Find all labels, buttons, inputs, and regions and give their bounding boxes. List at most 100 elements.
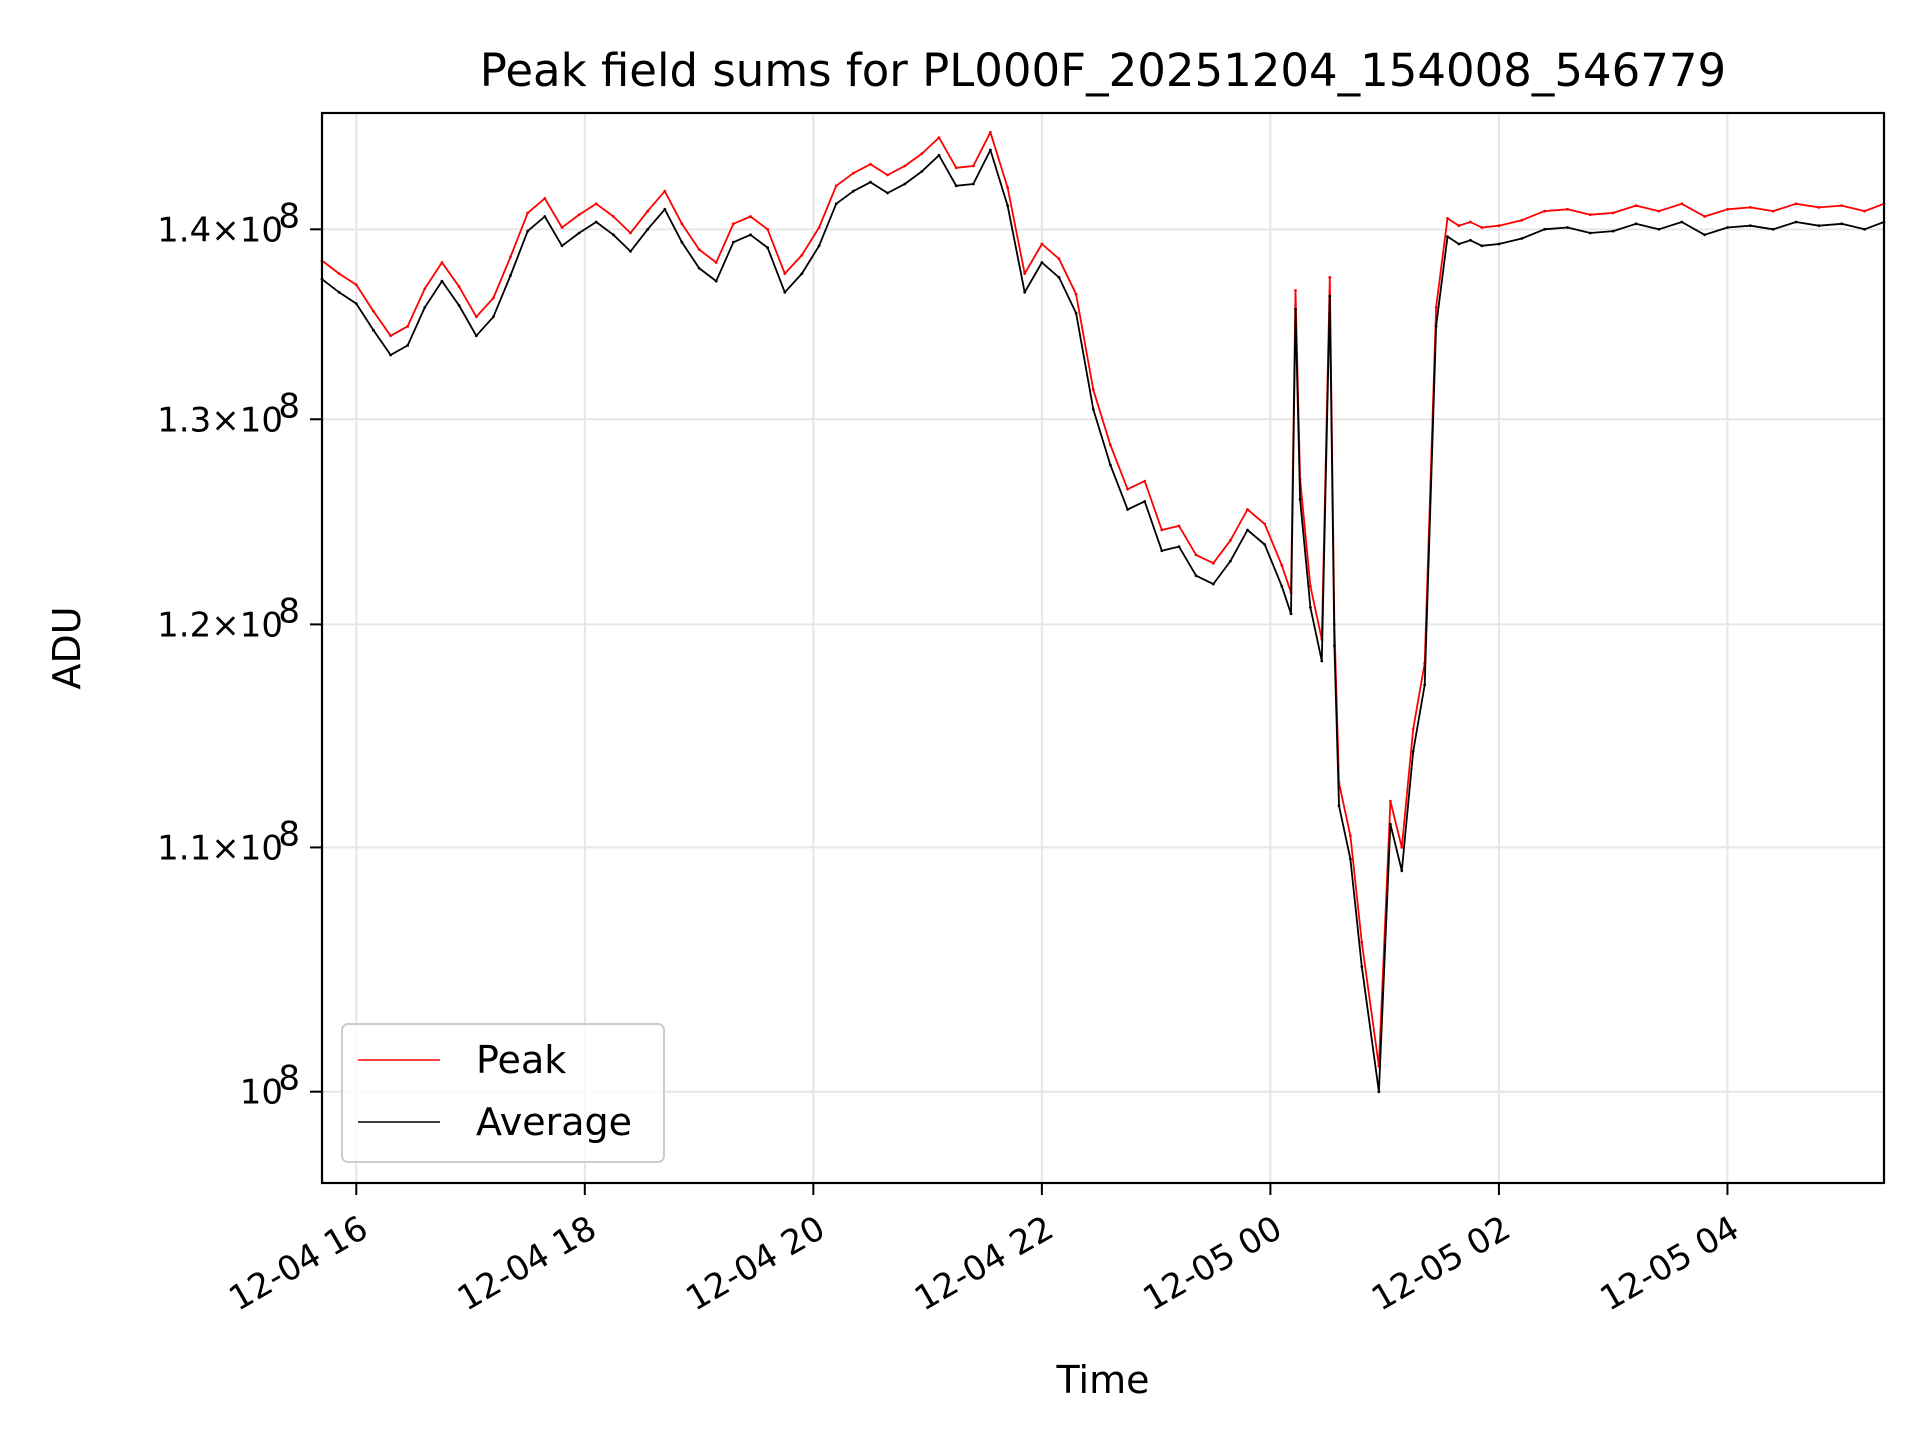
data-point-average <box>646 227 650 231</box>
data-point-peak <box>1294 289 1297 292</box>
data-point-average <box>543 215 547 218</box>
data-point-average <box>1480 244 1484 248</box>
data-point-peak <box>989 130 992 134</box>
data-point-peak <box>1143 479 1147 483</box>
data-point-peak <box>920 152 924 156</box>
data-point-average <box>920 170 924 173</box>
data-point-peak <box>714 261 718 264</box>
data-point-average <box>1457 242 1461 246</box>
data-point-peak <box>1726 207 1729 211</box>
data-point-peak <box>1246 508 1249 511</box>
data-point-peak <box>886 173 889 177</box>
data-point-peak <box>372 309 375 313</box>
data-point-peak <box>1680 202 1684 206</box>
y-tick-mantissa: 1.1×10 <box>157 828 283 868</box>
data-point-peak <box>1771 209 1775 213</box>
data-point-average <box>1309 606 1312 609</box>
data-point-average <box>1817 224 1821 228</box>
data-point-average <box>577 231 581 235</box>
data-point-average <box>423 306 427 309</box>
data-point-peak <box>1400 846 1404 849</box>
data-point-average <box>937 153 941 157</box>
data-point-average <box>1400 869 1404 873</box>
data-point-average <box>1280 584 1284 588</box>
data-point-average <box>1194 574 1198 578</box>
data-point-average <box>457 304 461 307</box>
y-tick-exponent: 8 <box>278 591 300 631</box>
data-point-peak <box>1457 224 1461 228</box>
data-point-average <box>1588 231 1592 235</box>
series-layer <box>320 130 1886 1094</box>
data-point-peak <box>1074 292 1078 296</box>
y-tick-label: 81.2×10 <box>157 591 300 645</box>
data-point-average <box>354 302 358 305</box>
data-point-average <box>1040 261 1044 264</box>
y-tick-label: 81.1×10 <box>157 814 300 868</box>
legend-label-average: Average <box>476 1100 632 1144</box>
data-point-average <box>1469 238 1472 242</box>
y-tick-exponent: 8 <box>278 814 300 854</box>
data-point-average <box>1349 857 1352 861</box>
data-point-peak <box>1497 224 1501 228</box>
data-point-average <box>1263 543 1267 546</box>
data-point-average <box>1657 227 1661 231</box>
data-point-average <box>869 180 872 184</box>
data-point-peak <box>440 261 444 264</box>
data-point-average <box>1160 549 1164 553</box>
y-tick-label: 81.4×10 <box>157 196 300 250</box>
data-point-average <box>834 202 838 206</box>
data-point-peak <box>646 209 650 213</box>
y-tick-mantissa: 1.3×10 <box>157 400 283 440</box>
data-point-peak <box>1126 487 1129 491</box>
data-point-peak <box>1566 207 1569 211</box>
data-point-average <box>1177 545 1181 548</box>
data-point-peak <box>817 226 821 229</box>
data-point-average <box>629 250 632 253</box>
data-point-peak <box>766 227 769 231</box>
y-tick-exponent: 8 <box>278 196 300 236</box>
data-point-average <box>1246 528 1249 532</box>
data-point-peak <box>1611 211 1615 215</box>
data-point-peak <box>1863 209 1866 213</box>
data-point-peak <box>680 222 684 226</box>
data-point-average <box>1446 235 1449 239</box>
x-axis-label: Time <box>1056 1358 1150 1402</box>
data-point-peak <box>1817 206 1821 209</box>
data-point-peak <box>406 324 410 328</box>
data-point-average <box>1328 294 1332 298</box>
data-point-peak <box>1006 186 1009 190</box>
data-point-peak <box>1794 202 1798 206</box>
data-point-average <box>1748 224 1752 228</box>
data-point-average <box>1680 220 1684 224</box>
data-point-average <box>1771 227 1775 231</box>
data-point-peak <box>1177 524 1181 528</box>
data-point-average <box>1289 612 1293 616</box>
data-point-peak <box>1469 220 1472 224</box>
data-point-peak <box>543 197 547 200</box>
legend-label-peak: Peak <box>476 1038 566 1082</box>
data-point-peak <box>594 202 598 206</box>
data-point-peak <box>749 215 752 218</box>
data-point-peak <box>1543 209 1546 213</box>
data-point-peak <box>1748 206 1752 209</box>
data-point-average <box>680 240 684 244</box>
data-point-average <box>1320 659 1324 663</box>
data-point-peak <box>869 162 872 166</box>
data-point-average <box>1611 229 1615 233</box>
data-point-peak <box>560 226 564 229</box>
y-tick-mantissa: 1.2×10 <box>157 605 283 645</box>
data-point-peak <box>800 253 804 257</box>
data-point-average <box>1074 311 1078 315</box>
data-point-peak <box>1211 561 1215 565</box>
data-point-peak <box>354 283 358 287</box>
data-point-peak <box>954 166 958 170</box>
data-point-average <box>817 244 821 248</box>
data-point-average <box>492 315 495 319</box>
data-point-peak <box>1229 539 1232 542</box>
data-point-peak <box>1703 215 1706 218</box>
data-point-peak <box>1040 242 1044 246</box>
data-point-peak <box>1091 388 1095 392</box>
data-point-peak <box>337 272 341 275</box>
data-point-average <box>749 233 752 237</box>
